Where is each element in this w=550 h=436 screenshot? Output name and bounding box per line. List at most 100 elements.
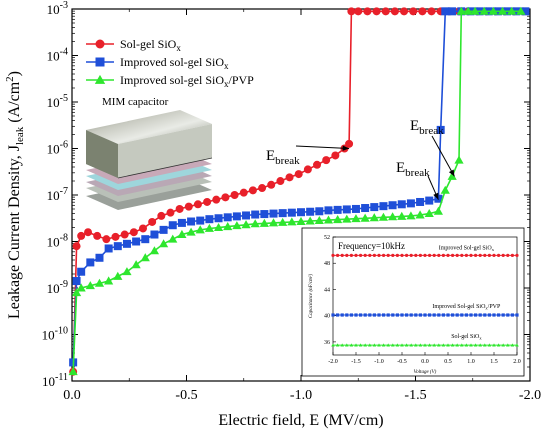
inset-data-point bbox=[386, 253, 390, 257]
inset-data-point bbox=[372, 313, 376, 317]
x-tick-label: 0.0 bbox=[63, 388, 81, 403]
data-point bbox=[333, 205, 342, 214]
data-point bbox=[258, 184, 267, 193]
data-point bbox=[175, 204, 184, 213]
inset-data-point bbox=[405, 313, 409, 317]
y-tick-label: 10-11 bbox=[42, 372, 68, 389]
data-point bbox=[241, 220, 251, 229]
inset-data-point bbox=[382, 313, 386, 317]
data-point bbox=[479, 6, 489, 15]
inset-data-point bbox=[515, 343, 519, 347]
legend-marker bbox=[95, 57, 105, 67]
data-point bbox=[315, 207, 324, 216]
data-point bbox=[287, 208, 296, 217]
inset-x-tick-label: 1.0 bbox=[467, 359, 475, 365]
data-point bbox=[378, 212, 389, 221]
data-point bbox=[516, 6, 526, 15]
data-point bbox=[381, 7, 390, 16]
inset-data-point bbox=[367, 343, 372, 347]
inset-data-point bbox=[501, 253, 505, 257]
data-point bbox=[159, 225, 168, 234]
data-point bbox=[223, 213, 232, 222]
data-point bbox=[212, 195, 221, 204]
data-point bbox=[324, 206, 333, 215]
inset-data-point bbox=[469, 343, 473, 347]
data-point bbox=[278, 209, 287, 218]
data-point bbox=[370, 203, 379, 212]
data-point bbox=[260, 210, 269, 219]
ebreak-arrowhead bbox=[342, 145, 350, 151]
ebreak-label: Ebreak bbox=[410, 118, 444, 137]
data-point bbox=[113, 242, 122, 251]
inset-data-point bbox=[404, 343, 409, 347]
data-point bbox=[342, 214, 352, 223]
inset-data-point bbox=[506, 313, 510, 317]
data-point bbox=[268, 218, 279, 227]
inset-series-labels: Improved Sol-gel SiOx Improved Sol-gel Si… bbox=[432, 245, 501, 340]
data-point bbox=[388, 212, 398, 221]
data-point bbox=[230, 191, 239, 199]
y-tick-label: 10-6 bbox=[47, 140, 68, 157]
inset-data-point bbox=[386, 343, 391, 347]
inset-y-tick-label: 44 bbox=[324, 287, 330, 293]
inset-data-point bbox=[451, 313, 455, 317]
data-point bbox=[85, 281, 95, 290]
data-point bbox=[448, 7, 457, 16]
inset-x-tick-label: 2.0 bbox=[513, 359, 521, 365]
inset-data-point bbox=[340, 253, 344, 257]
data-point bbox=[113, 271, 123, 280]
inset-data-point bbox=[414, 253, 418, 257]
data-point bbox=[86, 258, 95, 267]
data-point bbox=[379, 202, 388, 211]
x-tick-label: -1.0 bbox=[290, 388, 312, 403]
inset-data-point bbox=[492, 313, 496, 317]
data-point bbox=[76, 283, 86, 292]
data-point bbox=[276, 177, 285, 186]
mim-capacitor-label: MIM capacitor bbox=[102, 96, 169, 108]
inset-series-label: Sol-gel SiOx bbox=[451, 334, 482, 341]
inset-data-point bbox=[423, 313, 427, 317]
data-point bbox=[296, 216, 306, 225]
data-point bbox=[259, 218, 269, 227]
data-point bbox=[424, 209, 434, 218]
data-point bbox=[140, 253, 150, 262]
inset-data-point bbox=[354, 253, 358, 257]
inset-data-point bbox=[340, 313, 344, 317]
inset-data-point bbox=[390, 343, 395, 347]
inset-data-point bbox=[363, 253, 367, 257]
data-point bbox=[84, 228, 93, 237]
data-point bbox=[436, 125, 445, 134]
ebreak-arrowhead bbox=[448, 169, 455, 177]
data-point bbox=[269, 209, 278, 218]
data-point bbox=[149, 246, 160, 255]
data-point bbox=[427, 7, 436, 16]
inset-data-point bbox=[497, 313, 501, 317]
inset-data-point bbox=[515, 253, 519, 257]
inset-y-tick-label: 52 bbox=[324, 235, 330, 241]
inset-data-point bbox=[487, 253, 491, 257]
data-point bbox=[342, 205, 351, 214]
data-point bbox=[95, 253, 104, 262]
data-point bbox=[104, 276, 114, 285]
data-point bbox=[409, 7, 418, 16]
legend-label: Improved sol-gel SiOx bbox=[120, 55, 229, 71]
y-tick-label: 10-7 bbox=[47, 186, 68, 203]
inset-data-point bbox=[510, 343, 515, 347]
data-point bbox=[168, 234, 178, 243]
data-point bbox=[168, 221, 177, 230]
data-point bbox=[242, 211, 251, 220]
inset-data-point bbox=[418, 253, 422, 257]
data-point bbox=[166, 208, 175, 217]
inset-data-point bbox=[441, 313, 445, 317]
inset-data-point bbox=[340, 343, 345, 347]
data-point bbox=[447, 171, 457, 180]
data-point bbox=[287, 217, 297, 226]
data-point bbox=[159, 239, 169, 248]
inset-data-point bbox=[428, 313, 432, 317]
inset-data-point bbox=[377, 253, 381, 257]
data-point bbox=[425, 196, 434, 205]
data-point bbox=[186, 227, 196, 236]
data-point bbox=[204, 223, 214, 232]
inset-data-point bbox=[455, 313, 459, 317]
